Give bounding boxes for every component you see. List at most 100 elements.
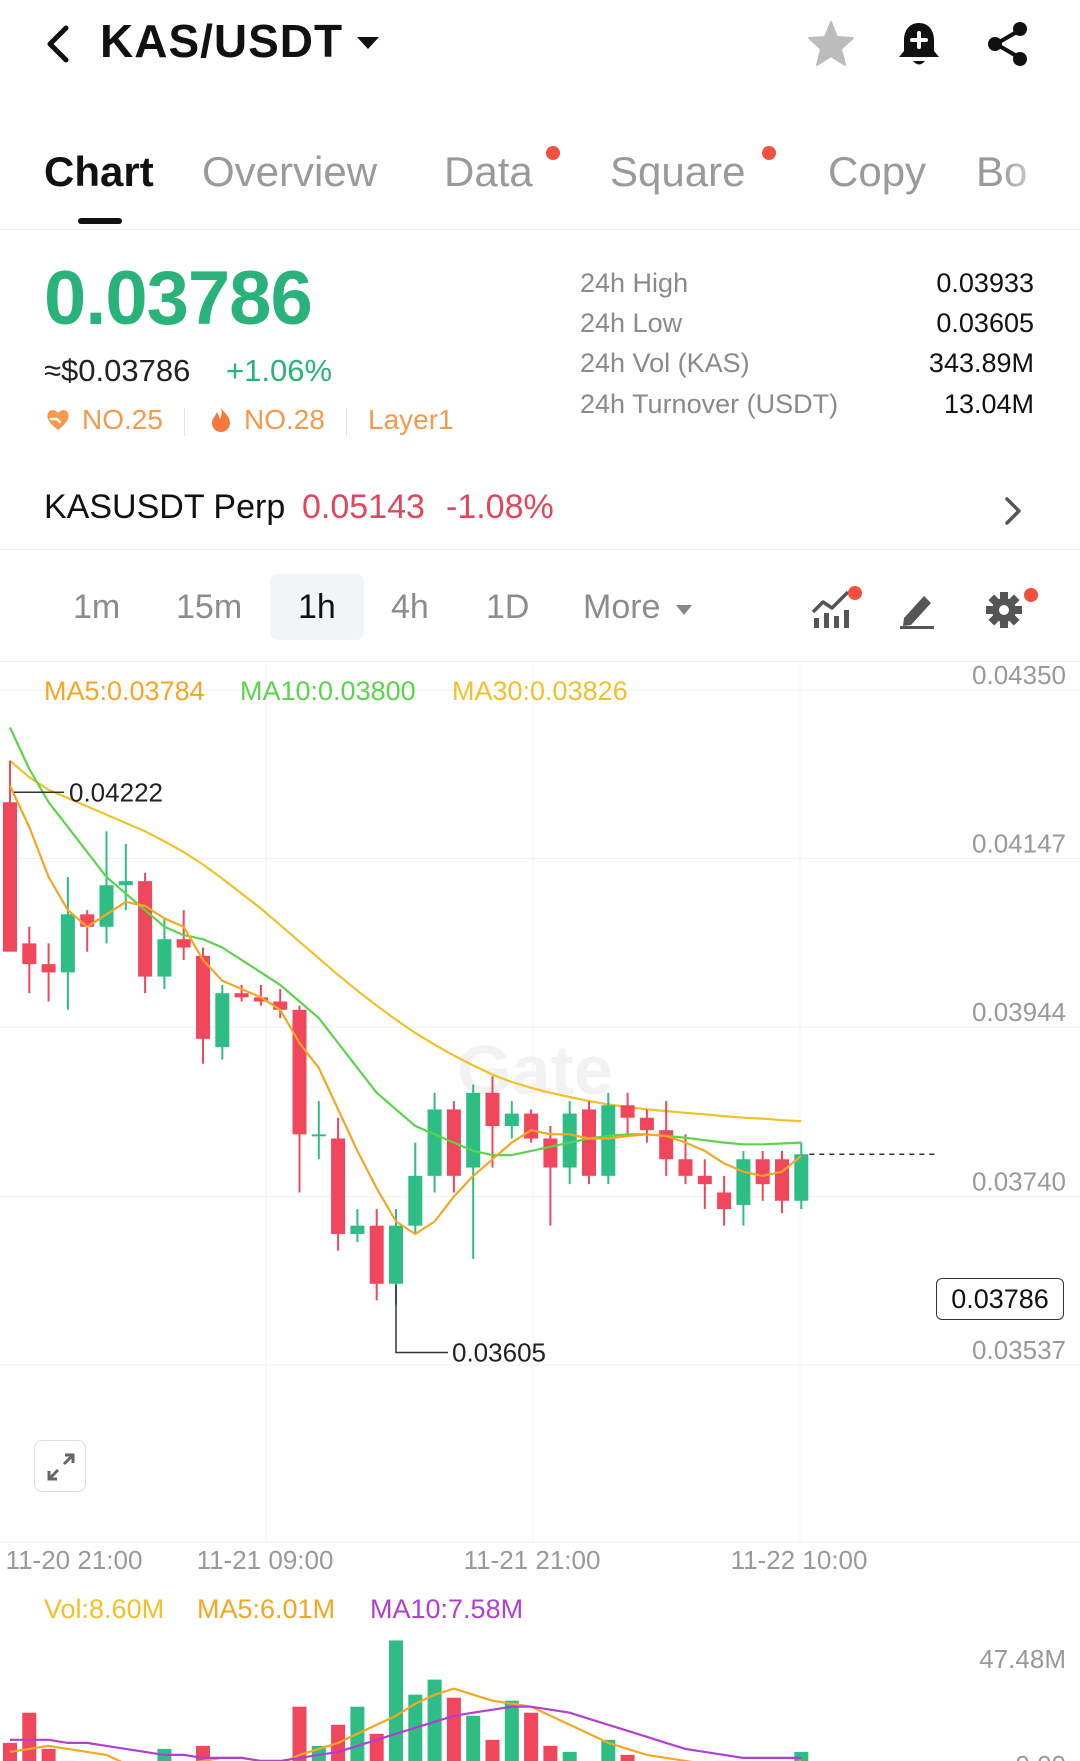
perp-name: KASUSDT Perp	[44, 488, 286, 526]
tab-square[interactable]: Square	[610, 148, 746, 195]
volume-axis-max-label: 47.48M	[979, 1644, 1066, 1674]
candle-body	[234, 993, 249, 998]
volume-bar	[620, 1754, 635, 1761]
candle-body	[755, 1159, 770, 1185]
bell-plus-icon[interactable]	[893, 18, 945, 70]
indicator-icon[interactable]	[810, 586, 854, 630]
tab-chart[interactable]: Chart	[44, 148, 154, 195]
candle-body	[99, 885, 114, 927]
tab-data[interactable]: Data	[444, 148, 533, 195]
volume-bar	[446, 1697, 461, 1761]
caret-down-icon[interactable]	[355, 34, 381, 52]
candle-body	[639, 1117, 654, 1131]
stat-value-24h-low: 0.03605	[936, 308, 1034, 338]
candle-body	[389, 1225, 403, 1284]
share-icon[interactable]	[982, 18, 1034, 70]
candle-body	[311, 1134, 326, 1137]
candle-body	[253, 997, 268, 1002]
low-marker-line	[395, 1284, 448, 1354]
rank-divider	[184, 408, 185, 436]
tab-copy[interactable]: Copy	[828, 148, 927, 195]
interval-more[interactable]: More	[583, 588, 661, 626]
interval-1d[interactable]: 1D	[486, 588, 530, 626]
candle-body	[717, 1192, 732, 1210]
rank-divider	[346, 408, 347, 436]
heart-hand-icon	[47, 410, 69, 430]
candle-body	[60, 914, 75, 973]
rank-badge[interactable]: NO.28	[244, 404, 325, 435]
stat-value-24h-high: 0.03933	[936, 268, 1034, 298]
y-axis-label: 0.04147	[972, 829, 1066, 859]
stat-value-24h-vol: 343.89M	[928, 348, 1034, 378]
candle-body	[196, 955, 210, 1039]
kline-chart[interactable]: Gate 0.04222 0.03605 0.04350 0.04147 0.0394…	[0, 664, 1080, 1761]
volume-bar	[562, 1751, 577, 1761]
price-change-percent: +1.06%	[226, 353, 333, 388]
interval-bar: 1m 15m 1h 4h 1D More	[0, 552, 1080, 662]
candle-body	[582, 1109, 596, 1176]
high-price-label: 0.04222	[69, 777, 163, 807]
candle-body	[176, 939, 191, 948]
volume-legend: Vol:8.60M	[44, 1594, 165, 1624]
draw-pen-icon[interactable]	[896, 586, 940, 630]
volume-bar	[794, 1751, 809, 1761]
candle-body	[543, 1138, 558, 1168]
candle-body	[22, 943, 37, 965]
volume-bar	[22, 1712, 37, 1761]
candle-body	[485, 1092, 500, 1127]
volume-bar	[292, 1706, 307, 1761]
active-interval-highlight	[270, 574, 364, 640]
x-axis-label: 11-21 09:00	[197, 1545, 334, 1575]
chevron-right-icon	[1005, 497, 1021, 525]
stat-label-24h-low: 24h Low	[580, 308, 683, 338]
low-price-label: 0.03605	[452, 1338, 546, 1368]
last-price-tag: 0.03786	[936, 1278, 1064, 1320]
candle-body	[408, 1175, 423, 1226]
candle-body	[273, 1001, 288, 1010]
fullscreen-button[interactable]	[34, 1440, 86, 1492]
caret-down-icon[interactable]	[675, 604, 693, 616]
x-axis-label: 11-22 10:00	[731, 1545, 868, 1575]
candle-body	[736, 1159, 751, 1205]
top-bar: KAS/USDT	[0, 0, 1080, 95]
stat-label-24h-vol: 24h Vol (KAS)	[580, 348, 750, 378]
candle-body	[678, 1159, 693, 1176]
stat-label-24h-turnover: 24h Turnover (USDT)	[580, 389, 839, 419]
star-icon[interactable]	[805, 18, 857, 70]
y-axis-label: 0.03740	[972, 1166, 1066, 1196]
sector-tag[interactable]: Layer1	[368, 404, 454, 435]
interval-15m[interactable]: 15m	[176, 588, 243, 626]
perp-link-row[interactable]: KASUSDT Perp 0.05143 -1.08%	[0, 470, 1080, 550]
volume-ma5-line	[9, 1687, 802, 1761]
candle-body	[601, 1105, 616, 1176]
back-arrow-icon[interactable]	[40, 22, 80, 66]
interval-4h[interactable]: 4h	[391, 588, 429, 626]
candle-body	[794, 1154, 809, 1201]
perp-price: 0.05143	[302, 488, 425, 526]
y-axis-label: 0.03537	[972, 1335, 1066, 1365]
interval-1h[interactable]: 1h	[298, 588, 336, 626]
ma5-line	[9, 785, 802, 1236]
volume-ma10-line	[10, 1705, 802, 1761]
indicator-notification-dot	[848, 586, 862, 600]
candle-body	[350, 1225, 365, 1234]
candle-body	[775, 1159, 789, 1201]
flame-icon	[212, 407, 230, 432]
ma30-legend: MA30:0.03826	[452, 676, 628, 706]
candle-body	[3, 802, 17, 952]
stat-value-24h-turnover: 13.04M	[943, 389, 1034, 419]
settings-gear-icon[interactable]	[982, 586, 1026, 630]
volume-ma5-legend: MA5:6.01M	[197, 1594, 336, 1624]
rank-badge[interactable]: NO.25	[82, 404, 163, 435]
tab-overview[interactable]: Overview	[202, 148, 378, 195]
pair-title[interactable]: KAS/USDT	[100, 15, 344, 67]
candle-body	[524, 1113, 539, 1139]
candle-body	[504, 1113, 519, 1127]
volume-bar	[504, 1700, 519, 1761]
fiat-price: ≈$0.03786	[44, 353, 191, 388]
expand-icon	[47, 1453, 75, 1481]
tab-data-notification-dot	[546, 146, 560, 160]
interval-1m[interactable]: 1m	[73, 588, 121, 626]
x-axis-label: 11-20 21:00	[6, 1545, 143, 1575]
